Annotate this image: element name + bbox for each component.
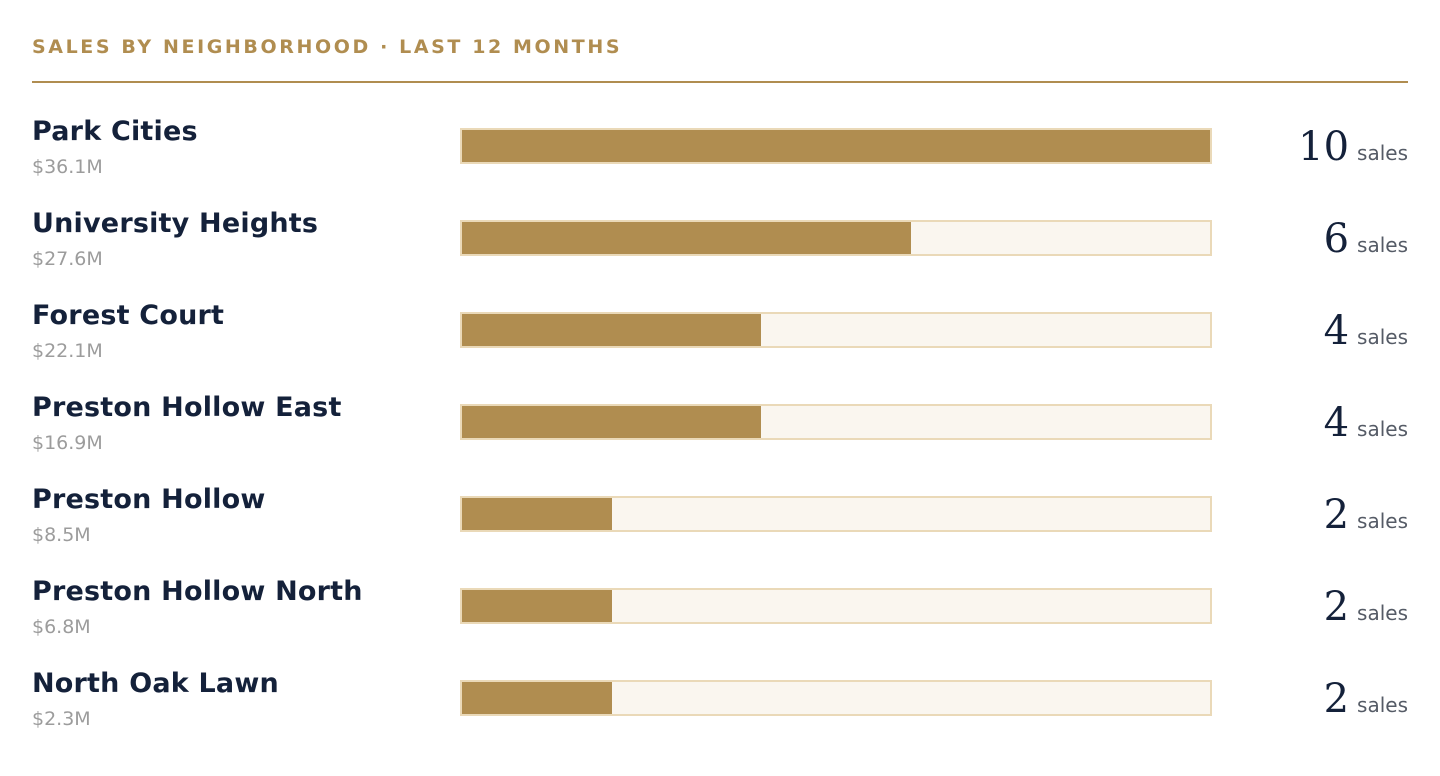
sales-count: 2 sales [1324, 492, 1408, 538]
neighborhood-name: Preston Hollow North [32, 576, 363, 607]
bar-fill [462, 222, 911, 254]
sales-count-unit: sales [1357, 141, 1408, 165]
bar-track [460, 312, 1212, 348]
bar-track [460, 220, 1212, 256]
table-row: North Oak Lawn $2.3M 2 sales [32, 662, 1408, 754]
sales-count-unit: sales [1357, 601, 1408, 625]
table-row: Preston Hollow North $6.8M 2 sales [32, 570, 1408, 662]
sales-volume: $6.8M [32, 616, 91, 638]
sales-count-unit: sales [1357, 417, 1408, 441]
title-divider [32, 81, 1408, 83]
sales-count: 2 sales [1324, 584, 1408, 630]
table-row: Preston Hollow $8.5M 2 sales [32, 478, 1408, 570]
table-row: Park Cities $36.1M 10 sales [32, 110, 1408, 202]
sales-count: 2 sales [1324, 676, 1408, 722]
table-row: University Heights $27.6M 6 sales [32, 202, 1408, 294]
bar-fill [462, 590, 612, 622]
sales-volume: $27.6M [32, 248, 103, 270]
chart-title: SALES BY NEIGHBORHOOD · LAST 12 MONTHS [32, 36, 623, 58]
neighborhood-name: University Heights [32, 208, 319, 239]
sales-count-value: 10 [1298, 124, 1350, 170]
sales-volume: $22.1M [32, 340, 103, 362]
neighborhood-name: North Oak Lawn [32, 668, 279, 699]
neighborhood-name: Forest Court [32, 300, 225, 331]
sales-by-neighborhood-panel: SALES BY NEIGHBORHOOD · LAST 12 MONTHS P… [32, 0, 1408, 776]
bar-track [460, 404, 1212, 440]
sales-volume: $8.5M [32, 524, 91, 546]
neighborhood-name: Preston Hollow East [32, 392, 342, 423]
bar-fill [462, 682, 612, 714]
sales-count-value: 2 [1323, 676, 1350, 722]
table-row: Preston Hollow East $16.9M 4 sales [32, 386, 1408, 478]
bar-fill [462, 314, 762, 346]
sales-count: 4 sales [1324, 308, 1408, 354]
sales-volume: $16.9M [32, 432, 103, 454]
bar-track [460, 588, 1212, 624]
sales-count-value: 2 [1323, 492, 1350, 538]
bar-fill [462, 130, 1210, 162]
neighborhood-name: Park Cities [32, 116, 198, 147]
sales-count-value: 6 [1323, 216, 1350, 262]
sales-count-unit: sales [1357, 233, 1408, 257]
bar-track [460, 128, 1212, 164]
sales-count-value: 4 [1323, 308, 1350, 354]
sales-count-value: 4 [1323, 400, 1350, 446]
table-row: Forest Court $22.1M 4 sales [32, 294, 1408, 386]
neighborhood-name: Preston Hollow [32, 484, 266, 515]
bar-track [460, 496, 1212, 532]
bar-fill [462, 498, 612, 530]
sales-count: 10 sales [1298, 124, 1408, 170]
sales-count: 6 sales [1324, 216, 1408, 262]
bar-fill [462, 406, 762, 438]
sales-volume: $2.3M [32, 708, 91, 730]
sales-count-unit: sales [1357, 325, 1408, 349]
sales-volume: $36.1M [32, 156, 103, 178]
sales-count: 4 sales [1324, 400, 1408, 446]
sales-count-unit: sales [1357, 693, 1408, 717]
sales-count-value: 2 [1323, 584, 1350, 630]
sales-count-unit: sales [1357, 509, 1408, 533]
bar-track [460, 680, 1212, 716]
